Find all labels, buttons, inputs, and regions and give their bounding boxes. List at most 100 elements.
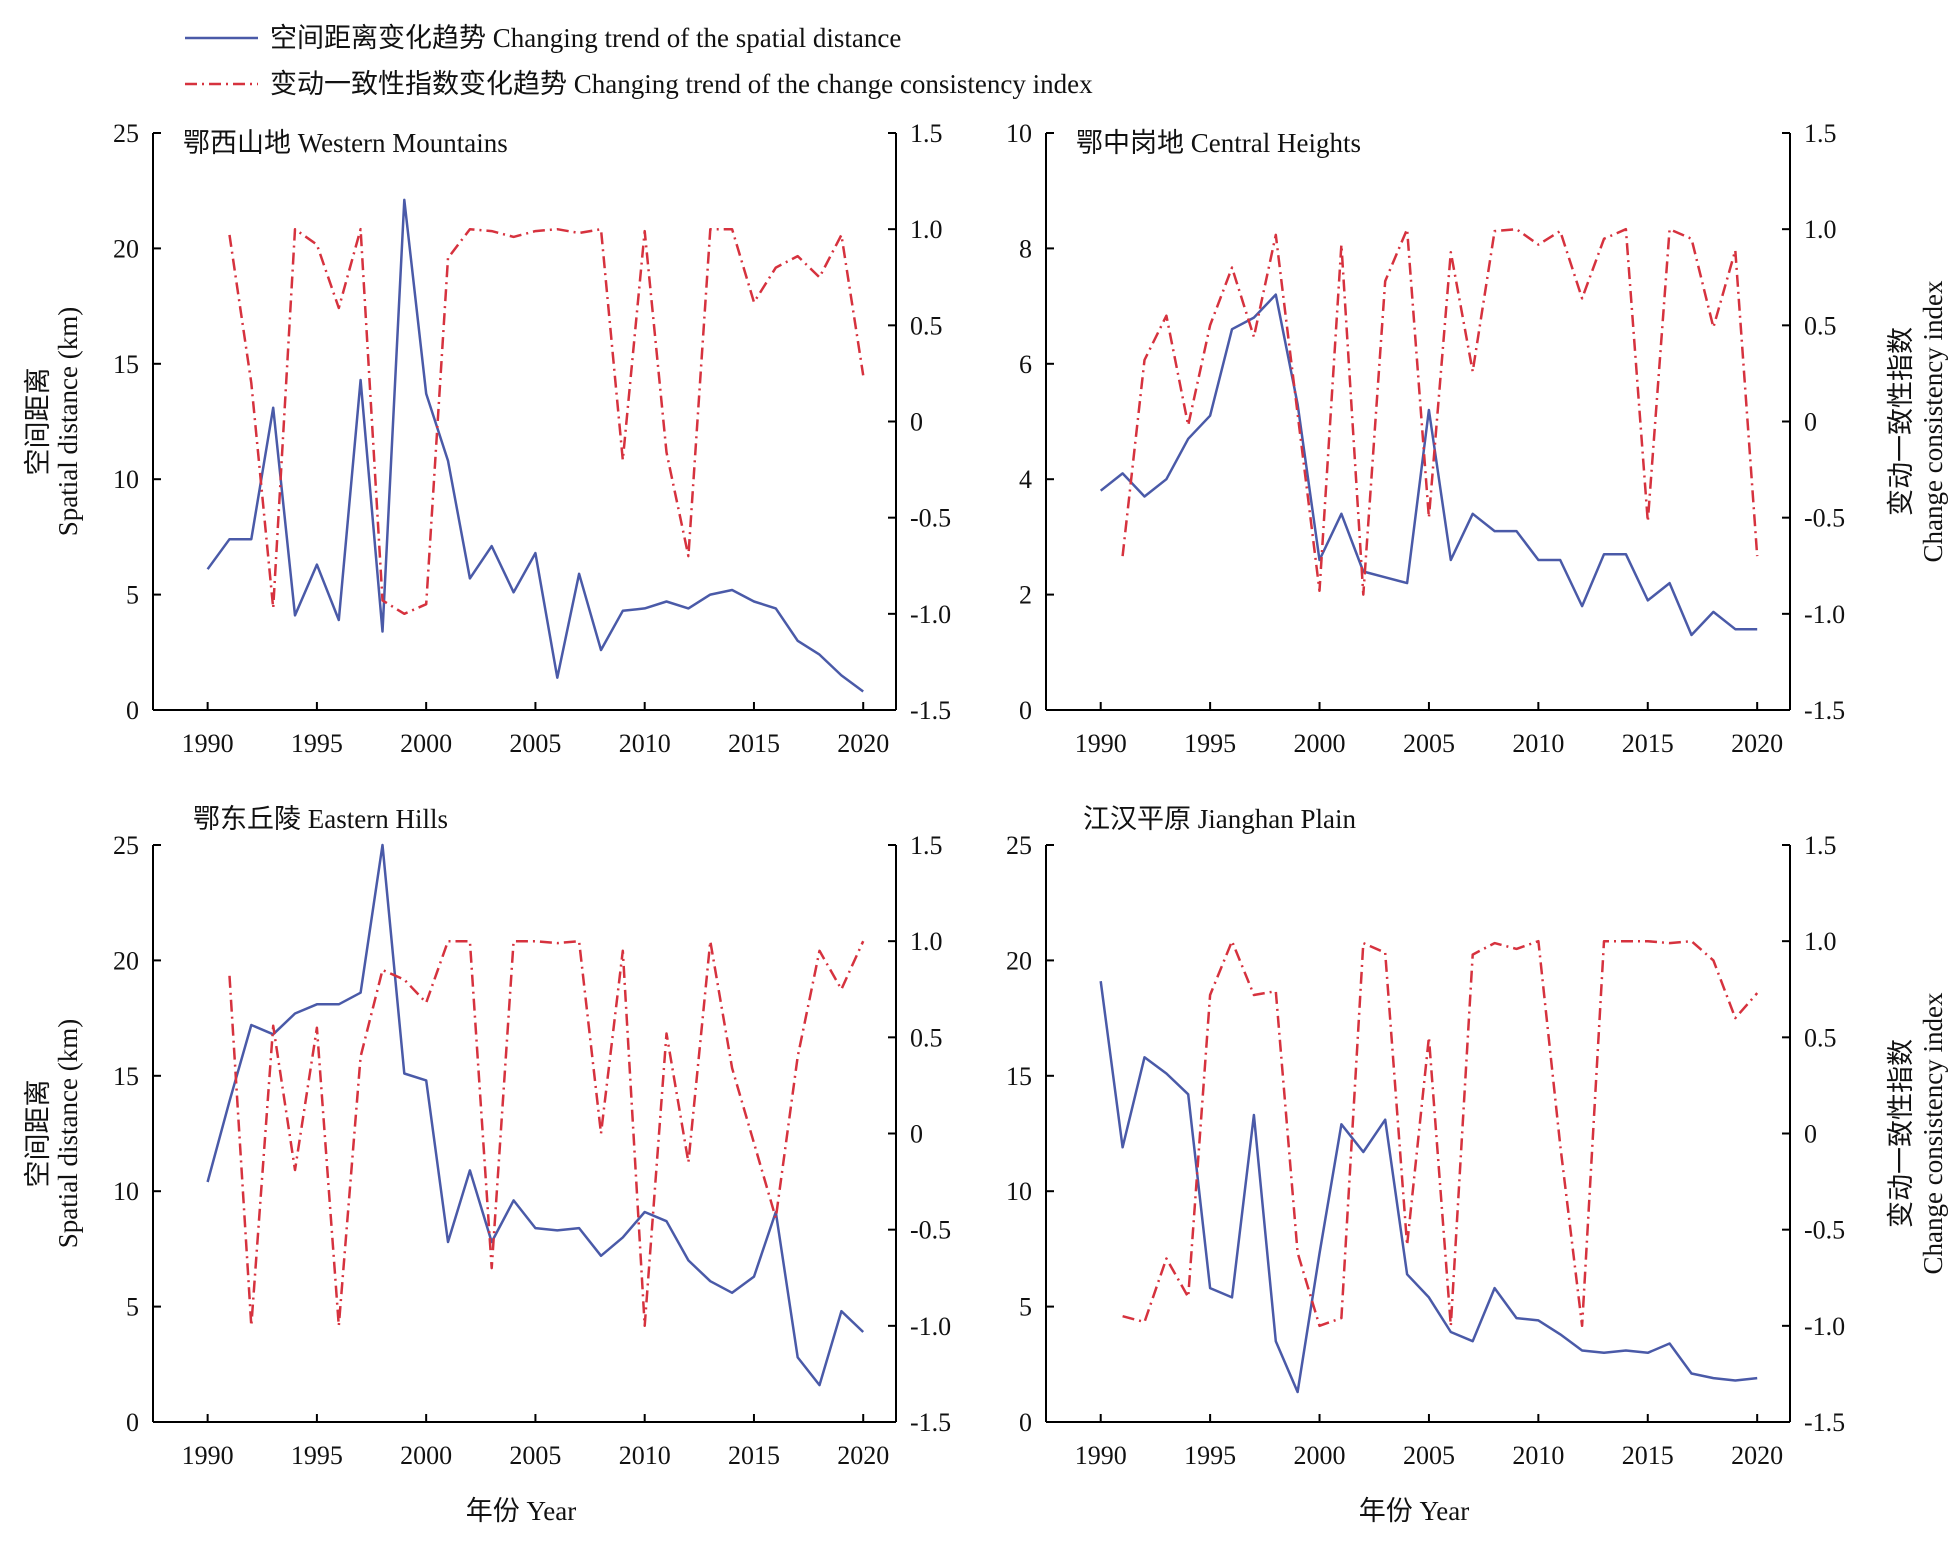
left-y-tick-label: 25 xyxy=(113,831,139,860)
panel-central-heights: 1990 1995 2000 2005 2010 2015 2020 0 2 4 6 8 10 -1.5 -… xyxy=(1006,119,1948,758)
right-y-axis-title-cn: 变动一致性指数 xyxy=(1886,1039,1916,1228)
left-y-tick-label: 8 xyxy=(1019,234,1032,263)
x-tick-label: 2005 xyxy=(509,1441,561,1470)
x-tick-label: 2015 xyxy=(728,729,780,758)
left-y-tick-label: 15 xyxy=(113,350,139,379)
left-y-tick-label: 20 xyxy=(113,234,139,263)
right-y-tick-label: 0.5 xyxy=(910,1023,943,1052)
panel-jianghan-plain: 1990 1995 2000 2005 2010 2015 2020 0 5 10 15 20 25 -1… xyxy=(1006,804,1948,1470)
left-y-axis-title-cn: 空间距离 xyxy=(23,368,53,476)
left-y-tick-label: 15 xyxy=(113,1062,139,1091)
right-y-tick-label: -1.5 xyxy=(910,696,951,725)
right-y-tick-label: 1.5 xyxy=(910,831,943,860)
right-y-tick-label: -1.5 xyxy=(1804,696,1845,725)
x-tick-label: 2005 xyxy=(1403,729,1455,758)
right-y-tick-label: 0.5 xyxy=(910,311,943,340)
left-y-tick-label: 20 xyxy=(1006,946,1032,975)
right-y-tick-label: -1.0 xyxy=(910,1312,951,1341)
right-y-tick-label: -0.5 xyxy=(910,1216,951,1245)
left-y-tick-label: 25 xyxy=(113,119,139,148)
x-tick-label: 2010 xyxy=(619,729,671,758)
x-tick-label: 2000 xyxy=(400,1441,452,1470)
right-y-tick-label: -1.0 xyxy=(1804,1312,1845,1341)
right-y-tick-label: 1.5 xyxy=(1804,831,1837,860)
right-y-axis-title-cn: 变动一致性指数 xyxy=(1886,327,1916,516)
x-tick-label: 2015 xyxy=(1622,1441,1674,1470)
legend: 空间距离变化趋势 Changing trend of the spatial d… xyxy=(185,23,1093,99)
spatial-distance-line xyxy=(1099,981,1758,1394)
x-tick-label: 2015 xyxy=(728,1441,780,1470)
left-y-axis-title-en: Spatial distance (km) xyxy=(53,1019,83,1248)
consistency-index-line xyxy=(1122,939,1759,1328)
spatial-distance-line xyxy=(206,843,865,1387)
panel-western-mountains: 1990 1995 2000 2005 2010 2015 2020 0 5 10 15 20 25 -1… xyxy=(23,119,951,758)
right-y-tick-label: -0.5 xyxy=(1804,1216,1845,1245)
panel-title: 江汉平原 Jianghan Plain xyxy=(1083,804,1356,834)
left-y-axis-title-cn: 空间距离 xyxy=(23,1080,53,1188)
spatial-distance-line xyxy=(1099,293,1758,637)
x-axis-title-left: 年份 Year xyxy=(466,1496,577,1526)
x-tick-label: 1995 xyxy=(1184,729,1236,758)
legend-consistency-label: 变动一致性指数变化趋势 Changing trend of the change… xyxy=(270,69,1093,99)
left-y-tick-label: 10 xyxy=(1006,119,1032,148)
x-tick-label: 2000 xyxy=(400,729,452,758)
panel-title: 鄂西山地 Western Mountains xyxy=(183,128,508,158)
x-tick-label: 2010 xyxy=(1512,1441,1564,1470)
panel-eastern-hills: 1990 1995 2000 2005 2010 2015 2020 0 5 10 15 20 25 -1… xyxy=(23,804,951,1470)
right-y-axis-title-en: Change consistency index xyxy=(1918,992,1948,1274)
left-y-tick-label: 0 xyxy=(1019,696,1032,725)
x-tick-label: 1990 xyxy=(1075,729,1127,758)
right-y-tick-label: 1.0 xyxy=(910,927,943,956)
x-tick-label: 2015 xyxy=(1622,729,1674,758)
left-y-tick-label: 0 xyxy=(1019,1408,1032,1437)
right-y-tick-label: 0.5 xyxy=(1804,1023,1837,1052)
left-y-tick-label: 2 xyxy=(1019,581,1032,610)
right-y-tick-label: 1.5 xyxy=(910,119,943,148)
x-tick-label: 1995 xyxy=(291,729,343,758)
spatial-distance-line xyxy=(206,198,864,693)
left-y-tick-label: 5 xyxy=(126,1293,139,1322)
left-y-tick-label: 10 xyxy=(113,1177,139,1206)
x-tick-label: 2010 xyxy=(1512,729,1564,758)
left-y-tick-label: 15 xyxy=(1006,1062,1032,1091)
right-y-tick-label: 1.0 xyxy=(1804,215,1837,244)
x-axis-title-right: 年份 Year xyxy=(1359,1496,1470,1526)
left-y-tick-label: 20 xyxy=(113,946,139,975)
left-y-axis-title-en: Spatial distance (km) xyxy=(53,307,83,536)
right-y-tick-label: 0 xyxy=(1804,408,1817,437)
right-y-tick-label: 1.0 xyxy=(1804,927,1837,956)
left-y-tick-label: 6 xyxy=(1019,350,1032,379)
left-y-tick-label: 25 xyxy=(1006,831,1032,860)
right-y-tick-label: 0 xyxy=(1804,1120,1817,1149)
right-y-tick-label: -1.0 xyxy=(1804,600,1845,629)
right-y-tick-label: -1.0 xyxy=(910,600,951,629)
left-y-tick-label: 4 xyxy=(1019,465,1032,494)
right-y-tick-label: 0 xyxy=(910,408,923,437)
x-tick-label: 1995 xyxy=(1184,1441,1236,1470)
right-y-tick-label: -0.5 xyxy=(910,504,951,533)
x-tick-label: 2020 xyxy=(1731,1441,1783,1470)
x-tick-label: 2005 xyxy=(509,729,561,758)
x-tick-label: 2000 xyxy=(1294,1441,1346,1470)
left-y-tick-label: 5 xyxy=(1019,1293,1032,1322)
right-y-tick-label: -1.5 xyxy=(910,1408,951,1437)
legend-distance-label: 空间距离变化趋势 Changing trend of the spatial d… xyxy=(270,23,901,53)
right-y-axis-title-en: Change consistency index xyxy=(1918,280,1948,562)
right-y-tick-label: 0.5 xyxy=(1804,311,1837,340)
x-tick-label: 1990 xyxy=(182,729,234,758)
x-tick-label: 1990 xyxy=(1075,1441,1127,1470)
right-y-tick-label: 0 xyxy=(910,1120,923,1149)
left-y-tick-label: 0 xyxy=(126,696,139,725)
x-tick-label: 2005 xyxy=(1403,1441,1455,1470)
x-tick-label: 2020 xyxy=(837,1441,889,1470)
consistency-index-line xyxy=(1121,227,1759,596)
right-y-tick-label: -0.5 xyxy=(1804,504,1845,533)
x-tick-label: 1995 xyxy=(291,1441,343,1470)
right-y-tick-label: 1.5 xyxy=(1804,119,1837,148)
panel-title: 鄂中岗地 Central Heights xyxy=(1076,128,1361,158)
x-tick-label: 2010 xyxy=(619,1441,671,1470)
panel-title: 鄂东丘陵 Eastern Hills xyxy=(193,804,448,834)
left-y-tick-label: 10 xyxy=(113,465,139,494)
x-tick-label: 2020 xyxy=(1731,729,1783,758)
